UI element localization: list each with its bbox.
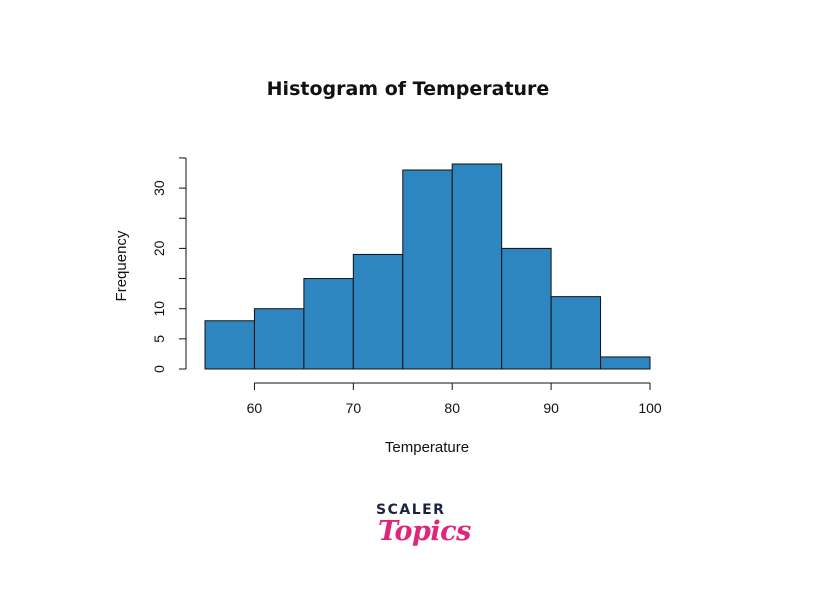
y-tick-label: 10 — [151, 301, 167, 317]
histogram-bar — [600, 356, 651, 370]
x-tick-label: 70 — [346, 400, 362, 416]
logo-top-text: SCALER — [376, 502, 446, 518]
y-tick-label: 0 — [151, 365, 167, 373]
histogram-bar — [253, 308, 305, 370]
histogram-bar — [402, 169, 453, 370]
y-axis: 0 5 10 20 30 — [151, 157, 187, 373]
y-axis-label: Frequency — [113, 230, 130, 301]
logo-bottom-text: Topics — [378, 516, 471, 547]
y-tick-label: 20 — [151, 240, 167, 256]
x-tick-label: 100 — [638, 400, 662, 416]
x-tick-label: 90 — [543, 400, 559, 416]
histogram-bar — [204, 320, 255, 370]
scaler-topics-logo: SCALER Topics — [372, 500, 471, 562]
histogram-bar — [303, 278, 354, 370]
x-tick-label: 80 — [444, 400, 460, 416]
y-tick-label: 30 — [151, 180, 167, 196]
bars-group — [204, 163, 651, 370]
y-tick-label: 5 — [151, 335, 167, 343]
histogram-bar — [352, 253, 404, 370]
histogram-bar — [451, 163, 503, 370]
x-tick-label: 60 — [247, 400, 263, 416]
histogram-bar — [550, 296, 602, 370]
chart-title: Histogram of Temperature — [267, 78, 550, 100]
histogram-bar — [501, 247, 552, 370]
x-axis-label: Temperature — [385, 439, 469, 456]
x-axis: 60 70 80 90 100 — [247, 382, 662, 416]
